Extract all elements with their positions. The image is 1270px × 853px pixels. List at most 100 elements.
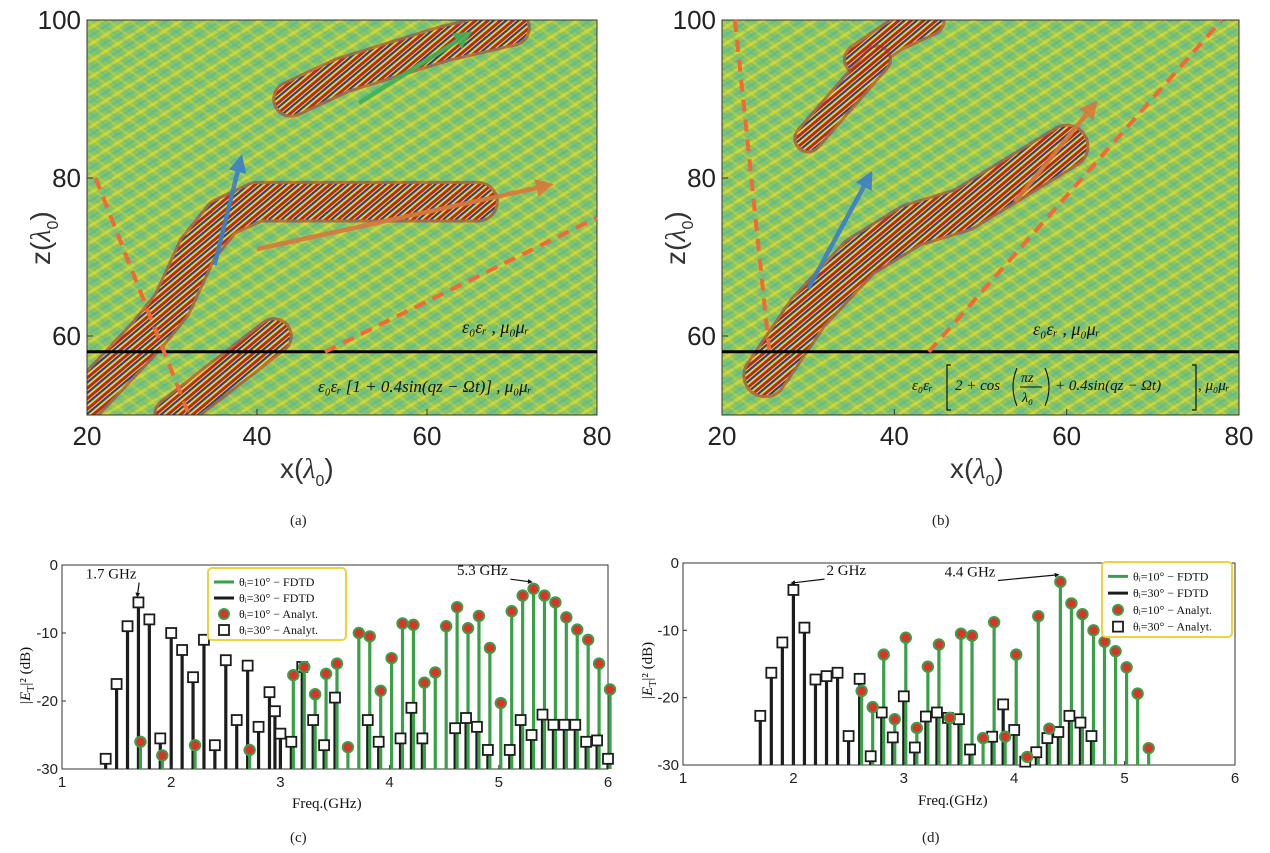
xlabel-b-sym: λ	[972, 454, 985, 485]
marker-circle-10deg-c-23	[494, 696, 507, 710]
boundary-dashed-line-b-0	[732, 19, 772, 353]
marker-circle-10deg-d-23	[1109, 645, 1122, 658]
medium-label-lower-a: ε₀εᵣ [1 + 0.4sin(qz − Ωt)] , μ₀μᵣ	[318, 377, 532, 396]
marker-square-30deg-c-28	[449, 722, 462, 735]
medium-label-lower-b: ε₀εᵣ 2 + cos πz λ₀ + 0.4sin(qz − Ωt) , μ…	[912, 364, 1230, 411]
marker-circle-10deg-d-22	[1098, 635, 1111, 648]
legend-swatch-d-2	[1112, 603, 1124, 616]
medium-label-upper-a: ε₀εᵣ , μ₀μᵣ	[462, 317, 529, 337]
legend-swatch-c-2	[218, 608, 230, 620]
y-tick-label-a-2: 100	[38, 5, 81, 35]
marker-circle-10deg-d-0	[855, 684, 868, 698]
marker-circle-10deg-c-24	[505, 605, 518, 618]
caption-b: (b)	[932, 513, 950, 529]
ylabel-a-end: )	[25, 211, 56, 220]
medium-label-lower-b-frac-num: πz	[1021, 371, 1034, 386]
wave-band-b-0	[745, 126, 1087, 396]
marker-circle-10deg-d-25	[1131, 687, 1144, 700]
chart-c-ylabel: |ET|² (dB)	[18, 647, 37, 705]
legend-swatch-d-3	[1112, 620, 1124, 633]
marker-circle-10deg-c-15	[407, 618, 420, 632]
marker-square-30deg-d-19	[964, 743, 976, 756]
heatmap-a-overlay	[87, 31, 598, 416]
marker-circle-10deg-c-14	[396, 617, 409, 630]
marker-circle-10deg-c-5	[298, 660, 311, 674]
wave-band-a-0	[87, 183, 496, 415]
chart-c-series	[99, 582, 617, 769]
marker-circle-10deg-c-4	[287, 668, 300, 682]
marker-circle-10deg-c-25	[516, 589, 529, 602]
marker-square-30deg-c-23	[361, 714, 374, 726]
legend-label-d-2: θᵢ=10° − Analyt.	[1133, 603, 1212, 617]
marker-square-30deg-d-11	[875, 706, 888, 719]
x-tick-label-a-3: 80	[583, 421, 612, 451]
marker-circle-10deg-d-12	[987, 616, 1001, 629]
xlabel-a-base: x(	[280, 453, 304, 484]
xlabel-b-base: x(	[950, 453, 974, 484]
wave-direction-arrow-a-2	[357, 31, 473, 105]
x-tick-label-d-4: 5	[1120, 770, 1128, 787]
legend-label-c-1: θᵢ=30° − FDTD	[239, 591, 315, 605]
marker-circle-10deg-c-16	[418, 676, 431, 689]
panel-d-bar-chart: 1 2 3 4 5 6 0 -10 -20 -30 2 GHz 4.4 GHz θᵢ=10° − F…	[640, 555, 1239, 846]
chart-c-xlabel: Freq.(GHz)	[292, 796, 362, 812]
heatmap-b-bands	[742, 20, 1090, 399]
marker-circle-10deg-c-22	[483, 641, 497, 655]
marker-circle-10deg-d-10	[965, 629, 979, 642]
marker-circle-10deg-d-1	[866, 700, 879, 714]
ylabel-d-pre: |E	[640, 687, 656, 700]
medium-label-lower-b-2cos: 2 + cos	[955, 378, 1000, 394]
xlabel-a-sym: λ	[302, 454, 315, 485]
marker-square-30deg-c-16	[269, 705, 281, 718]
medium-label-lower-b-tail: + 0.4sin(qz − Ωt)	[1055, 378, 1161, 394]
marker-circle-10deg-c-18	[440, 620, 453, 633]
heatmap-b-frame	[721, 19, 1240, 416]
marker-circle-10deg-d-13	[998, 730, 1012, 743]
x-tick-label-b-0: 20	[708, 421, 737, 451]
marker-circle-10deg-c-17	[429, 666, 442, 679]
marker-square-30deg-c-11	[219, 654, 232, 667]
marker-square-30deg-c-4	[143, 613, 156, 626]
boundary-dashed-line-a-0	[93, 177, 191, 416]
marker-square-30deg-d-16	[931, 706, 943, 719]
marker-circle-10deg-c-20	[461, 622, 475, 635]
medium-label-lower-b-end: , μ₀μᵣ	[1198, 378, 1230, 394]
ylabel-b-end: )	[660, 211, 691, 220]
marker-square-30deg-d-29	[1085, 730, 1098, 742]
y-tick-label-d-2: -20	[657, 690, 679, 707]
marker-square-30deg-d-28	[1074, 716, 1087, 729]
heatmap-b-xlabel: x(λ0)	[950, 453, 1004, 490]
legend-label-c-0: θᵢ=10° − FDTD	[239, 575, 315, 589]
marker-square-30deg-c-35	[536, 708, 549, 721]
marker-square-30deg-c-3	[132, 596, 145, 609]
chart-d-annotations: 2 GHz 4.4 GHz	[790, 563, 1060, 586]
marker-circle-10deg-d-4	[899, 631, 912, 644]
heatmap-a-ylabel: z(λ0)	[25, 211, 62, 265]
marker-circle-10deg-c-9	[341, 741, 355, 754]
boundary-dashed-line-a-1	[324, 215, 598, 354]
marker-square-30deg-c-30	[471, 720, 483, 733]
x-tick-label-c-0: 1	[58, 774, 66, 791]
legend-label-d-0: θᵢ=10° − FDTD	[1133, 569, 1209, 583]
heatmap-a-xlabel: x(λ0)	[280, 453, 334, 490]
marker-circle-10deg-c-2	[188, 739, 202, 752]
wave-direction-arrow-b-1	[1013, 100, 1098, 204]
marker-circle-10deg-c-6	[308, 688, 322, 701]
marker-square-30deg-c-37	[558, 718, 571, 731]
x-tick-label-b-1: 40	[880, 421, 909, 451]
marker-square-30deg-c-21	[318, 739, 330, 752]
annotation-arrow-d-1	[997, 572, 1060, 582]
marker-square-30deg-d-8	[842, 730, 855, 742]
marker-circle-10deg-d-18	[1054, 575, 1067, 589]
marker-square-30deg-c-36	[547, 718, 560, 731]
marker-circle-10deg-d-11	[976, 731, 990, 745]
legend-swatch-c-3	[218, 624, 230, 636]
marker-square-30deg-c-7	[176, 644, 189, 656]
ylabel-c-pre: |E	[18, 692, 34, 705]
caption-c: (c)	[290, 830, 307, 846]
wave-direction-arrow-a-1	[256, 179, 554, 252]
marker-circle-10deg-d-6	[921, 660, 935, 673]
marker-circle-10deg-c-19	[450, 600, 464, 614]
marker-square-30deg-c-22	[329, 691, 341, 704]
